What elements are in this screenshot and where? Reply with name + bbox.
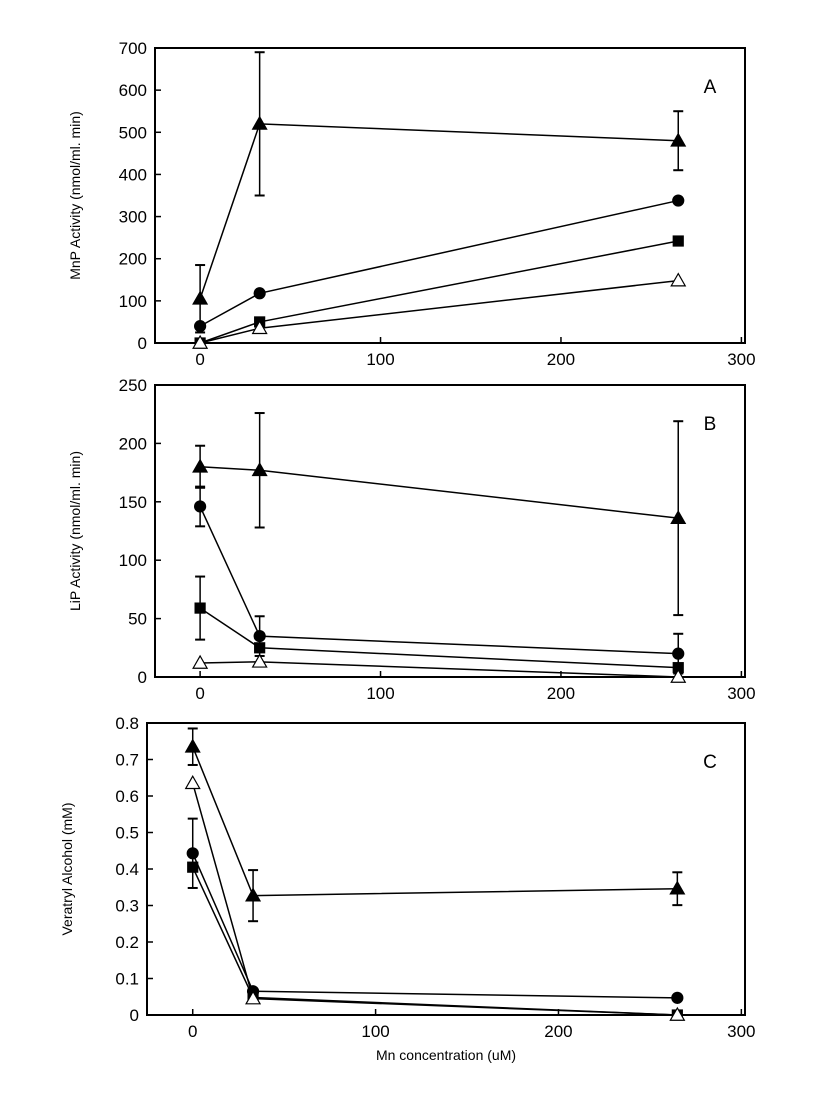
- series-line: [199, 506, 679, 655]
- y-tick-label: 0.1: [115, 970, 139, 989]
- y-tick-label: 0: [138, 668, 147, 687]
- x-tick-label: 0: [188, 1022, 197, 1041]
- marker: [251, 462, 268, 477]
- marker: [186, 847, 199, 860]
- y-tick-label: 200: [119, 250, 147, 269]
- y-tick-label: 50: [128, 610, 147, 629]
- y-tick-label: 0: [130, 1006, 139, 1025]
- marker: [192, 458, 209, 473]
- series-line: [192, 746, 678, 897]
- plot-frame: [154, 47, 746, 344]
- y-tick-label: 700: [119, 39, 147, 58]
- marker: [192, 290, 209, 305]
- y-tick-label: 0.2: [115, 933, 139, 952]
- x-tick-label: 300: [727, 684, 755, 703]
- y-axis-title: LiP Activity (nmol/ml. min): [67, 451, 83, 611]
- y-tick-label: 100: [119, 292, 147, 311]
- marker: [192, 654, 209, 669]
- marker: [184, 738, 201, 753]
- y-tick-label: 0.7: [115, 751, 139, 770]
- x-tick-label: 0: [195, 350, 204, 369]
- marker: [192, 334, 209, 349]
- x-tick-label: 200: [547, 684, 575, 703]
- y-tick-label: 0.6: [115, 787, 139, 806]
- x-tick-label: 0: [195, 684, 204, 703]
- plot-frame: [146, 722, 746, 1016]
- series-line: [192, 853, 678, 999]
- x-axis-title: Mn concentration (uM): [376, 1047, 516, 1063]
- marker: [184, 775, 201, 790]
- y-tick-label: 0.8: [115, 714, 139, 733]
- y-tick-label: 600: [119, 81, 147, 100]
- marker: [251, 115, 268, 130]
- x-tick-label: 100: [361, 1022, 389, 1041]
- x-tick-label: 300: [727, 1022, 755, 1041]
- marker: [253, 630, 266, 643]
- marker: [669, 1006, 686, 1021]
- y-tick-label: 100: [119, 551, 147, 570]
- marker: [251, 653, 268, 668]
- x-tick-label: 200: [547, 350, 575, 369]
- x-tick-label: 100: [366, 684, 394, 703]
- marker: [254, 642, 266, 654]
- series-line: [199, 607, 679, 669]
- series-line: [191, 783, 678, 1016]
- marker: [672, 235, 684, 247]
- marker: [245, 887, 262, 902]
- marker: [194, 500, 207, 513]
- series-line: [200, 466, 679, 519]
- y-tick-label: 0.4: [115, 860, 139, 879]
- y-tick-label: 200: [119, 434, 147, 453]
- x-tick-label: 100: [366, 350, 394, 369]
- marker: [251, 320, 268, 335]
- marker: [670, 272, 687, 287]
- y-tick-label: 0.3: [115, 897, 139, 916]
- marker: [670, 132, 687, 147]
- series-line: [199, 123, 679, 299]
- marker: [194, 602, 206, 614]
- plot-frame: [154, 384, 746, 678]
- y-tick-label: 250: [119, 376, 147, 395]
- y-tick-label: 500: [119, 123, 147, 142]
- marker: [672, 194, 685, 207]
- series-line: [199, 240, 679, 344]
- y-axis-title: Veratryl Alcohol (mM): [59, 802, 75, 935]
- panel-letter: C: [703, 752, 717, 773]
- y-tick-label: 0: [138, 334, 147, 353]
- marker: [670, 509, 687, 525]
- marker: [253, 287, 266, 300]
- y-tick-label: 150: [119, 493, 147, 512]
- panel-letter: B: [704, 414, 717, 435]
- marker: [671, 991, 684, 1004]
- panel-letter: A: [704, 77, 717, 98]
- marker: [669, 880, 686, 895]
- x-tick-label: 300: [727, 350, 755, 369]
- marker: [672, 647, 685, 660]
- marker: [670, 668, 687, 683]
- marker: [245, 990, 262, 1005]
- marker: [187, 861, 199, 873]
- x-tick-label: 200: [544, 1022, 572, 1041]
- y-tick-label: 300: [119, 208, 147, 227]
- marker: [194, 320, 207, 333]
- y-tick-label: 400: [119, 165, 147, 184]
- y-axis-title: MnP Activity (nmol/ml. min): [67, 111, 83, 280]
- y-tick-label: 0.5: [115, 824, 139, 843]
